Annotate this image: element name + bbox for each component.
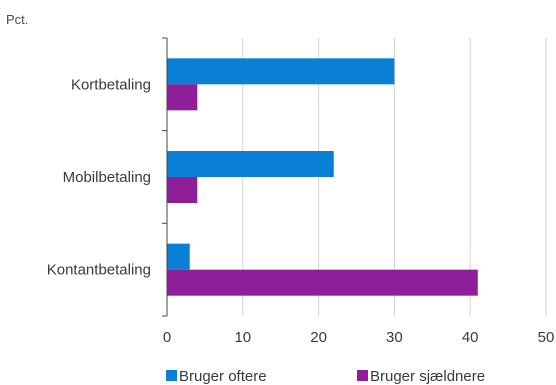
legend-label: Bruger sjældnere — [370, 368, 485, 385]
x-tick-label: 50 — [538, 329, 555, 346]
legend-swatch — [357, 370, 368, 381]
legend-swatch — [166, 370, 177, 381]
x-tick-label: 20 — [310, 329, 327, 346]
x-tick-label: 40 — [462, 329, 479, 346]
x-tick-label: 0 — [163, 329, 171, 346]
x-tick-labels: 0 10 20 30 40 50 — [163, 329, 555, 346]
category-axis — [162, 37, 168, 317]
bar-bruger-sjaeldnere — [167, 84, 198, 111]
y-unit-label: Pct. — [6, 12, 28, 27]
legend: Bruger oftere Bruger sjældnere — [166, 368, 485, 385]
category-label: Mobilbetaling — [63, 169, 151, 186]
bar-bruger-sjaeldnere — [167, 177, 198, 203]
category-label: Kortbetaling — [71, 76, 151, 93]
bar-bruger-sjaeldnere — [167, 269, 478, 296]
bar-bruger-oftere — [167, 58, 395, 85]
bars — [167, 58, 478, 296]
x-tick-label: 10 — [234, 329, 251, 346]
x-tick-label: 30 — [386, 329, 403, 346]
bar-bruger-oftere — [167, 243, 190, 270]
legend-label: Bruger oftere — [179, 368, 267, 385]
category-labels: Kortbetaling Mobilbetaling Kontantbetaling — [47, 76, 151, 278]
category-label: Kontantbetaling — [47, 262, 151, 279]
bar-bruger-oftere — [167, 151, 334, 177]
